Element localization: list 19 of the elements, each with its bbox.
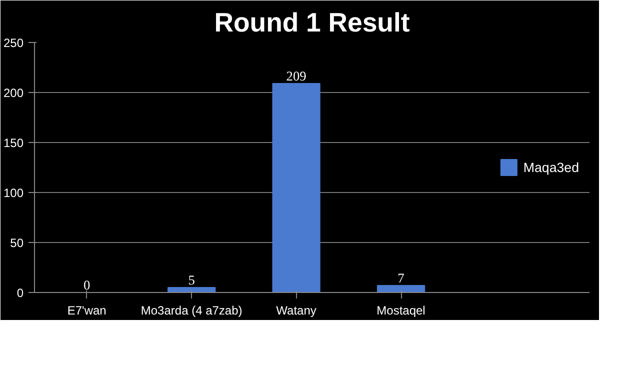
y-tick-label: 0 [16,286,24,300]
data-label: 7 [398,270,405,286]
bar [168,287,216,292]
y-tick-label: 100 [3,186,24,200]
x-tick-label: Watany [276,304,316,318]
data-label: 5 [188,272,196,288]
bar [376,285,426,292]
x-tick-label: Mostaqel [376,304,426,318]
x-tick-label: Mo3arda (4 a7zab) [140,304,242,318]
legend-label: Maqa3ed [523,160,579,174]
y-tick-label: 150 [3,136,24,150]
data-label: 0 [84,278,91,292]
chart-title: Round 1 Result [214,8,410,38]
x-tick-label: E7'wan [67,304,106,318]
y-tick-label: 50 [10,236,24,250]
y-tick-label: 200 [3,86,24,100]
data-label: 209 [286,68,307,84]
y-tick-label: 250 [3,36,24,50]
bar [272,83,320,292]
